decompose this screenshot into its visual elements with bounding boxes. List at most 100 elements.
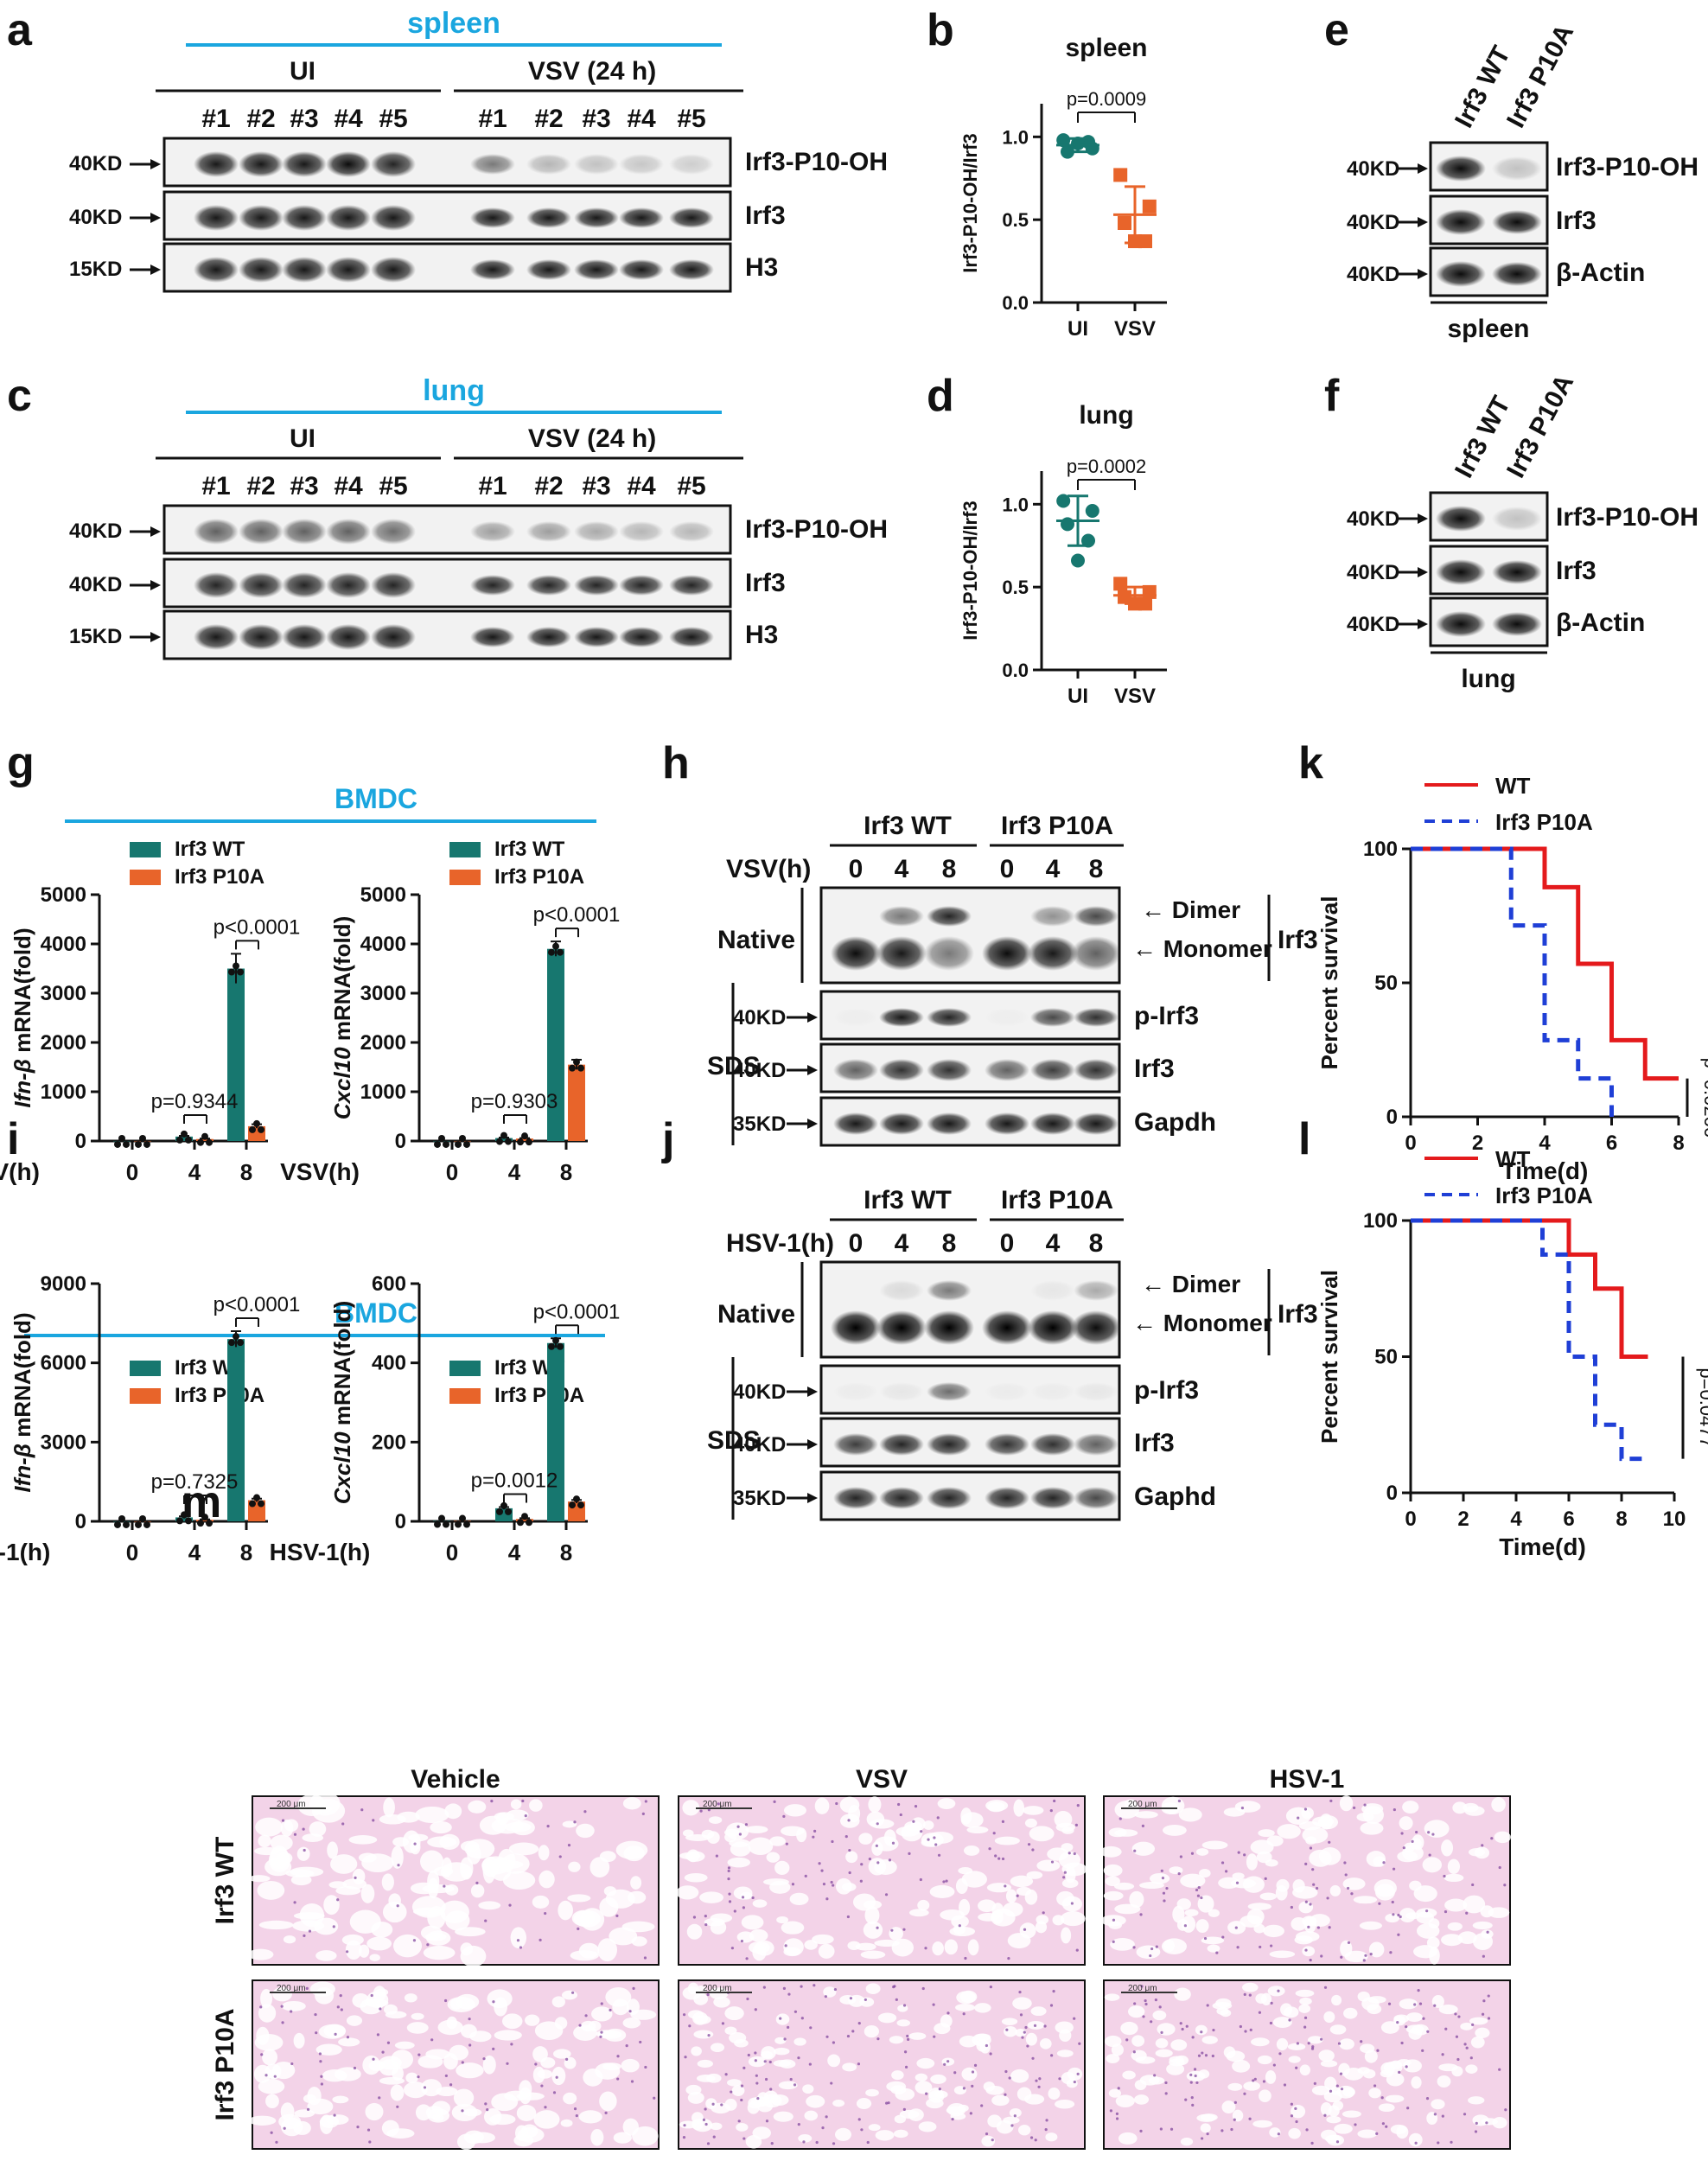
nucleus bbox=[992, 1832, 996, 1835]
nucleus bbox=[308, 1929, 312, 1933]
alveolus bbox=[494, 2030, 522, 2041]
alveolus bbox=[845, 1851, 858, 1864]
nucleus bbox=[884, 1893, 889, 1896]
alveolus bbox=[773, 2059, 792, 2068]
blot-band bbox=[574, 627, 619, 647]
arrow-head bbox=[1418, 619, 1428, 629]
blot-band bbox=[879, 1382, 924, 1401]
alveolus bbox=[908, 1909, 929, 1917]
survival-curve bbox=[1411, 1218, 1648, 1359]
alveolus bbox=[1266, 1835, 1284, 1847]
tissue-title: spleen bbox=[407, 7, 500, 40]
scale-label: 200 μm bbox=[703, 1984, 732, 1993]
blot-band bbox=[1074, 1008, 1118, 1027]
alveolus bbox=[379, 2059, 399, 2076]
nucleus bbox=[1326, 1896, 1329, 1900]
alveolus bbox=[296, 1846, 310, 1861]
legend-label: WT bbox=[1495, 1146, 1531, 1172]
alveolus bbox=[1280, 2003, 1293, 2017]
x-tick-label: UI bbox=[1068, 685, 1088, 708]
nucleus bbox=[1237, 1851, 1240, 1854]
alveolus bbox=[798, 2134, 813, 2143]
nucleus bbox=[1038, 2077, 1042, 2081]
nucleus bbox=[468, 2043, 472, 2047]
nucleus bbox=[876, 1861, 880, 1865]
alveolus bbox=[696, 2075, 716, 2082]
alveolus bbox=[463, 2130, 484, 2145]
nucleus bbox=[1194, 2074, 1197, 2078]
alveolus bbox=[590, 2006, 613, 2022]
nucleus bbox=[1481, 2012, 1485, 2016]
histology-column-label: HSV-1 bbox=[1270, 1765, 1345, 1794]
nucleus bbox=[832, 2041, 835, 2044]
nucleus bbox=[1141, 1824, 1145, 1827]
alveolus bbox=[1344, 1950, 1368, 1963]
nucleus bbox=[782, 1814, 786, 1818]
nucleus bbox=[1115, 2112, 1119, 2115]
histology-column-label: VSV bbox=[856, 1765, 908, 1794]
nucleus bbox=[1191, 2103, 1195, 2107]
nucleus bbox=[740, 1939, 744, 1943]
replicate-dot bbox=[206, 1138, 213, 1146]
alveolus bbox=[1368, 2088, 1381, 2099]
alveolus bbox=[1134, 2079, 1147, 2090]
nucleus bbox=[1240, 1807, 1245, 1810]
alveolus bbox=[835, 1877, 852, 1895]
bar bbox=[227, 1339, 245, 1521]
blot-band bbox=[833, 1382, 878, 1401]
survival-curve bbox=[1411, 846, 1614, 1117]
alveolus bbox=[1276, 1878, 1290, 1892]
y-axis-label: Percent survival bbox=[1316, 1270, 1342, 1444]
nucleus bbox=[1427, 1831, 1431, 1834]
alveolus bbox=[1172, 1905, 1185, 1923]
nucleus bbox=[717, 1802, 720, 1806]
alveolus bbox=[985, 1800, 1009, 1812]
p-value: p=0.0266 bbox=[1700, 1058, 1708, 1138]
alveolus bbox=[443, 2053, 458, 2070]
nucleus bbox=[1189, 2073, 1193, 2076]
nucleus bbox=[1140, 1985, 1144, 1988]
alveolus bbox=[814, 1797, 830, 1814]
alveolus bbox=[360, 1884, 375, 1903]
nucleus bbox=[1428, 1853, 1431, 1857]
alveolus bbox=[1197, 1895, 1214, 1913]
time-value: 0 bbox=[849, 1229, 864, 1258]
nucleus bbox=[692, 1916, 697, 1919]
lane-label: #5 bbox=[379, 105, 407, 133]
nucleus bbox=[1323, 2113, 1327, 2117]
nucleus bbox=[632, 1986, 635, 1990]
alveolus bbox=[1178, 1807, 1202, 1822]
alveolus bbox=[1136, 1945, 1161, 1959]
alveolus bbox=[951, 1915, 969, 1928]
nucleus bbox=[1007, 1956, 1010, 1960]
nucleus bbox=[1469, 2056, 1473, 2060]
nucleus bbox=[336, 2005, 340, 2009]
arrow-head bbox=[150, 632, 161, 642]
alveolus bbox=[1047, 1847, 1068, 1861]
replicate-dot bbox=[500, 1501, 507, 1509]
alveolus bbox=[1201, 1936, 1225, 1945]
replicate-dot bbox=[443, 1140, 449, 1148]
nucleus bbox=[946, 2060, 950, 2063]
alveolus bbox=[537, 2069, 553, 2079]
nucleus bbox=[544, 2106, 547, 2109]
nucleus bbox=[1203, 1936, 1208, 1941]
nucleus bbox=[1399, 1915, 1402, 1919]
monomer-label: ← Monomer bbox=[1132, 935, 1272, 962]
nucleus bbox=[540, 2084, 544, 2088]
alveolus bbox=[567, 1894, 591, 1903]
alveolus bbox=[778, 2081, 798, 2090]
alveolus bbox=[1431, 2099, 1445, 2110]
nucleus bbox=[1161, 1877, 1165, 1880]
nucleus bbox=[746, 1997, 749, 2001]
x-axis-label: Time(d) bbox=[1499, 1533, 1586, 1560]
alveolus bbox=[1331, 1994, 1342, 2006]
alveolus bbox=[460, 1942, 474, 1956]
time-value: 0 bbox=[1000, 1229, 1015, 1258]
nucleus bbox=[943, 2062, 946, 2066]
x-tick-label: 10 bbox=[1663, 1508, 1686, 1531]
arrow-head bbox=[807, 1493, 818, 1503]
y-axis-label: Ifn-β mRNA(fold) bbox=[10, 928, 35, 1107]
blot-band bbox=[326, 205, 371, 231]
blot-band bbox=[927, 1433, 972, 1456]
